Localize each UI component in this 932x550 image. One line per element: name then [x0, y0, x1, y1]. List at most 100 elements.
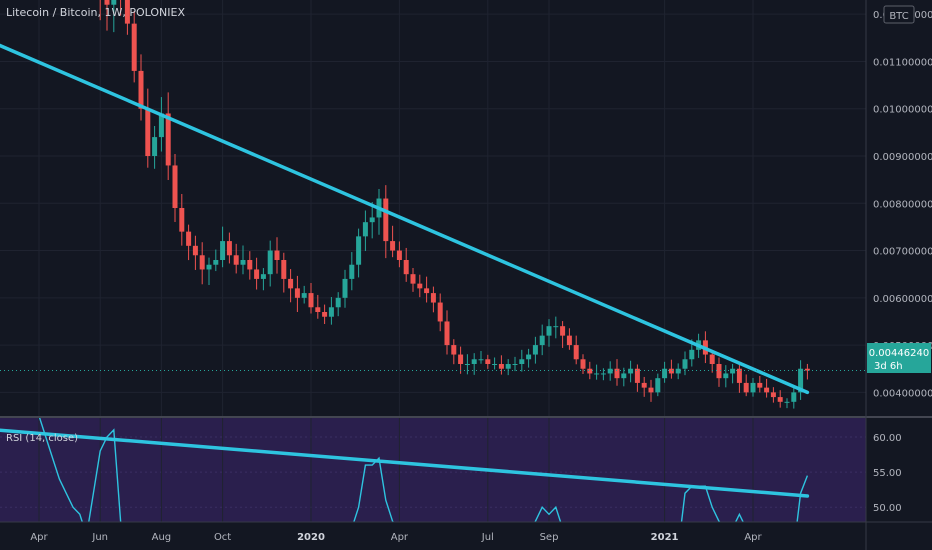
candle-body: [532, 345, 538, 355]
currency-badge: BTC: [889, 11, 908, 22]
candle-body: [260, 274, 266, 279]
candle-body: [165, 113, 171, 166]
candle-body: [192, 245, 198, 256]
candle-body: [682, 359, 688, 369]
candle-body: [458, 354, 464, 364]
candle-body: [220, 241, 226, 260]
time-tick-label: Jul: [481, 532, 494, 543]
candle-body: [430, 293, 436, 303]
rsi-trendline: [0, 428, 810, 498]
candle-body: [247, 260, 253, 270]
candle-body: [675, 368, 681, 374]
candle-body: [580, 359, 586, 369]
price-tag-box: [867, 343, 931, 373]
rsi-band: [0, 418, 866, 522]
candle-body: [594, 373, 600, 375]
candle-body: [607, 368, 613, 374]
candle-body: [138, 70, 144, 109]
candle-body: [512, 364, 518, 365]
candle-body: [689, 349, 695, 360]
symbol-title[interactable]: Litecoin / Bitcoin, 1W, POLONIEX: [6, 6, 185, 19]
candle-body: [145, 108, 151, 156]
candle-body: [226, 241, 232, 256]
candle-body: [587, 368, 593, 374]
candle-body: [566, 335, 572, 346]
rsi-label[interactable]: RSI (14, close): [6, 433, 78, 444]
time-tick-label: Apr: [744, 532, 762, 543]
candle-body: [444, 321, 450, 346]
candle-body: [464, 364, 470, 365]
candle-body: [186, 231, 192, 246]
candle-body: [179, 208, 185, 232]
candle-body: [315, 307, 321, 312]
candle-body: [505, 364, 511, 369]
time-tick-label: Oct: [214, 532, 231, 543]
candle-body: [424, 288, 430, 294]
candle-body: [546, 326, 552, 336]
candle-body: [573, 345, 579, 360]
candle-body: [362, 222, 368, 237]
candle-body: [281, 260, 287, 279]
price-tick-label: 0.01100000: [873, 57, 932, 68]
time-tick-label: Apr: [30, 532, 48, 543]
time-axis[interactable]: Apr Jun Aug Oct 2020 Apr Jul Sep 2021 Apr: [30, 532, 762, 543]
candle-body: [804, 368, 810, 371]
time-tick-label: Apr: [391, 532, 409, 543]
candle-body: [172, 165, 178, 208]
candle-body: [662, 368, 668, 379]
candle-body: [750, 382, 756, 393]
candle-body: [655, 378, 661, 393]
candle-body: [498, 364, 504, 369]
candle-body: [410, 274, 416, 284]
candle-body: [716, 364, 722, 379]
time-tick-label: Jun: [91, 532, 108, 543]
candle-body: [770, 392, 776, 398]
candle-body: [736, 368, 742, 383]
price-tick-label: 0.00600000: [873, 294, 932, 305]
time-tick-label: 2021: [651, 532, 679, 543]
price-tag: 0.00446240 3d 6h: [867, 343, 931, 373]
candle-body: [743, 382, 749, 393]
candle-body: [709, 354, 715, 364]
candle-body: [798, 368, 804, 393]
candle-body: [206, 264, 212, 270]
candle-body: [628, 368, 634, 374]
rsi-tick-label: 60.00: [873, 433, 902, 444]
price-tick-label: 0.01000000: [873, 105, 932, 116]
candle-body: [723, 373, 729, 379]
price-tag-countdown: 3d 6h: [874, 361, 903, 372]
candle-body: [451, 345, 457, 355]
candle-body: [519, 359, 525, 364]
candle-body: [764, 387, 770, 393]
candle-body: [267, 250, 273, 275]
candle-body: [104, 0, 110, 5]
candle-body: [356, 236, 362, 265]
candle-body: [288, 278, 294, 289]
candle-body: [485, 359, 491, 364]
candle-body: [335, 297, 341, 308]
candle-body: [199, 255, 205, 270]
time-tick-label: Sep: [540, 532, 559, 543]
rsi-tick-label: 50.00: [873, 503, 902, 514]
candle-body: [492, 364, 498, 365]
candle-body: [369, 217, 375, 223]
price-tick-label: 0.00900000: [873, 152, 932, 163]
candle-body: [383, 198, 389, 242]
candle-body: [349, 264, 355, 279]
candle-body: [634, 368, 640, 383]
candle-body: [539, 335, 545, 346]
candle-body: [560, 326, 566, 336]
time-tick-label: Aug: [152, 532, 172, 543]
price-tag-value: 0.00446240: [869, 348, 929, 359]
candle-body: [274, 250, 280, 260]
candle-body: [403, 260, 409, 275]
candle-body: [131, 23, 137, 71]
candle-body: [390, 241, 396, 251]
candle-body: [152, 137, 158, 156]
currency-badge-box[interactable]: [883, 5, 915, 24]
time-tick-label: 2020: [297, 532, 325, 543]
price-trendline: [0, 43, 810, 395]
rsi-group: [0, 418, 810, 522]
